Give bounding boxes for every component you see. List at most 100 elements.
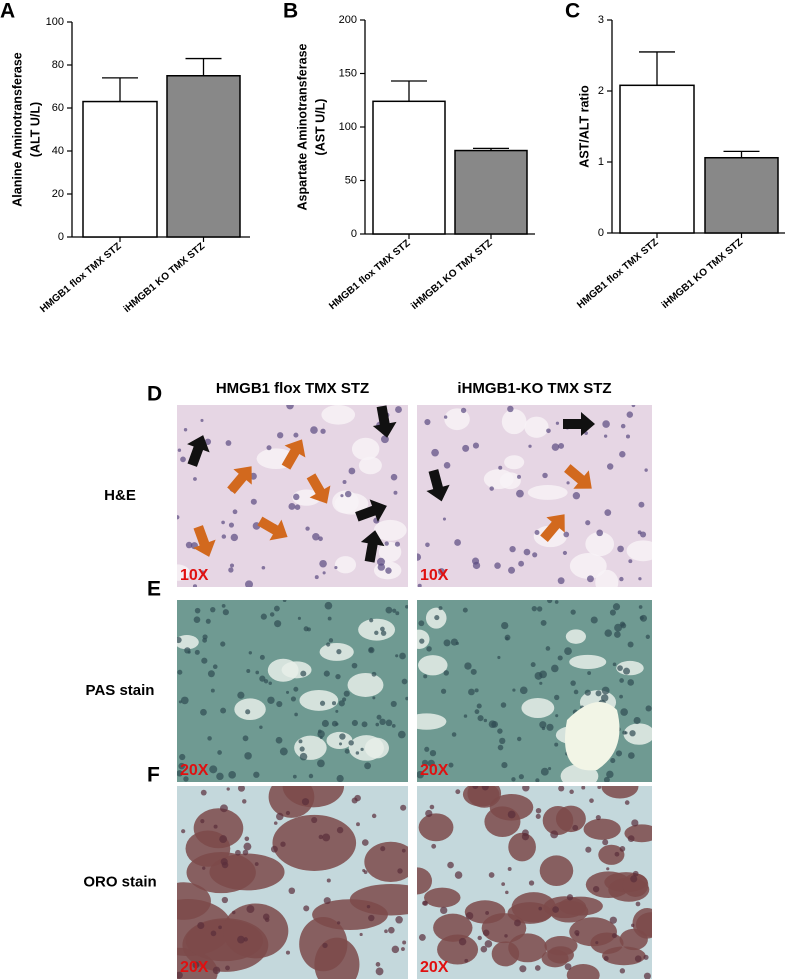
nucleus (425, 542, 430, 548)
tissue-blob (281, 661, 312, 679)
nucleus (540, 767, 549, 776)
nucleus (391, 945, 400, 954)
nucleus (523, 548, 531, 556)
nucleus (286, 690, 290, 694)
row-label: PAS stain (86, 682, 155, 699)
nucleus (293, 493, 300, 501)
nucleus (275, 736, 283, 744)
tissue-blob (539, 855, 574, 887)
nucleus (504, 634, 511, 641)
nucleus (298, 739, 303, 744)
panel-letter: A (0, 0, 15, 23)
nucleus (308, 773, 314, 779)
nucleus (263, 679, 269, 684)
nucleus (519, 686, 528, 695)
nucleus (180, 456, 186, 463)
nucleus (260, 613, 267, 620)
nucleus (628, 559, 633, 564)
nucleus (542, 472, 548, 479)
nucleus (462, 444, 470, 452)
nucleus (609, 609, 616, 616)
nucleus (354, 794, 361, 802)
nucleus (242, 799, 247, 804)
nucleus (601, 686, 610, 695)
nucleus (480, 945, 488, 953)
nucleus (323, 670, 330, 677)
nucleus (390, 473, 398, 481)
nucleus (193, 477, 197, 481)
micrograph: 10X (177, 405, 408, 587)
nucleus (200, 570, 205, 575)
nucleus (477, 715, 484, 722)
nucleus (551, 664, 559, 673)
tissue-blob (334, 556, 357, 574)
nucleus (620, 708, 628, 716)
nucleus (638, 577, 642, 581)
nucleus (293, 432, 299, 438)
nucleus (297, 616, 301, 620)
nucleus (534, 965, 541, 971)
nucleus (477, 935, 482, 941)
nucleus (344, 748, 350, 754)
nucleus (348, 740, 354, 746)
nucleus (597, 786, 602, 790)
nucleus (395, 611, 400, 616)
nucleus (617, 545, 624, 553)
x-tick-label: iHMGB1 KO TMX STZ (660, 237, 745, 311)
nucleus (303, 905, 310, 912)
nucleus (225, 440, 232, 446)
nucleus (497, 728, 503, 734)
arrow (426, 469, 450, 502)
nucleus (218, 925, 222, 930)
y-tick-label: 0 (351, 228, 357, 240)
nucleus (427, 759, 435, 767)
bar (372, 100, 446, 235)
nucleus (207, 670, 215, 678)
nucleus (248, 651, 252, 655)
nucleus (474, 688, 479, 693)
nucleus (221, 861, 229, 869)
nucleus (645, 634, 650, 639)
nucleus (476, 703, 482, 709)
nucleus (507, 867, 512, 871)
nucleus (617, 665, 623, 672)
nucleus (266, 445, 272, 451)
nucleus (619, 576, 624, 582)
nucleus (209, 765, 218, 774)
x-tick-label: HMGB1 flox TMX STZ (575, 237, 660, 311)
nucleus (554, 600, 559, 604)
nucleus (507, 405, 514, 413)
nucleus (606, 463, 614, 470)
nucleus (213, 824, 218, 829)
nucleus (501, 762, 508, 769)
nucleus (481, 786, 489, 791)
nucleus (564, 963, 572, 971)
nucleus (612, 603, 621, 611)
nucleus (222, 609, 229, 616)
nucleus (377, 557, 385, 566)
tissue-blob (569, 654, 607, 669)
arrow (564, 464, 592, 489)
nucleus (221, 520, 225, 525)
nucleus (614, 631, 621, 638)
nucleus (339, 733, 346, 740)
nucleus (220, 641, 226, 647)
nucleus (603, 776, 610, 782)
tissue-blob (177, 564, 190, 581)
nucleus (328, 638, 334, 643)
nucleus (405, 696, 408, 701)
tissue-blob (433, 913, 473, 942)
tissue-blob (185, 830, 231, 867)
nucleus (183, 776, 189, 782)
nucleus (228, 771, 236, 779)
nucleus (434, 615, 440, 621)
nucleus (455, 789, 461, 795)
magnification: 10X (420, 567, 449, 584)
nucleus (546, 723, 554, 731)
nucleus (201, 657, 208, 664)
nucleus (619, 451, 626, 458)
arrow (355, 499, 387, 522)
nucleus (276, 812, 284, 821)
tissue-blob (601, 786, 639, 799)
